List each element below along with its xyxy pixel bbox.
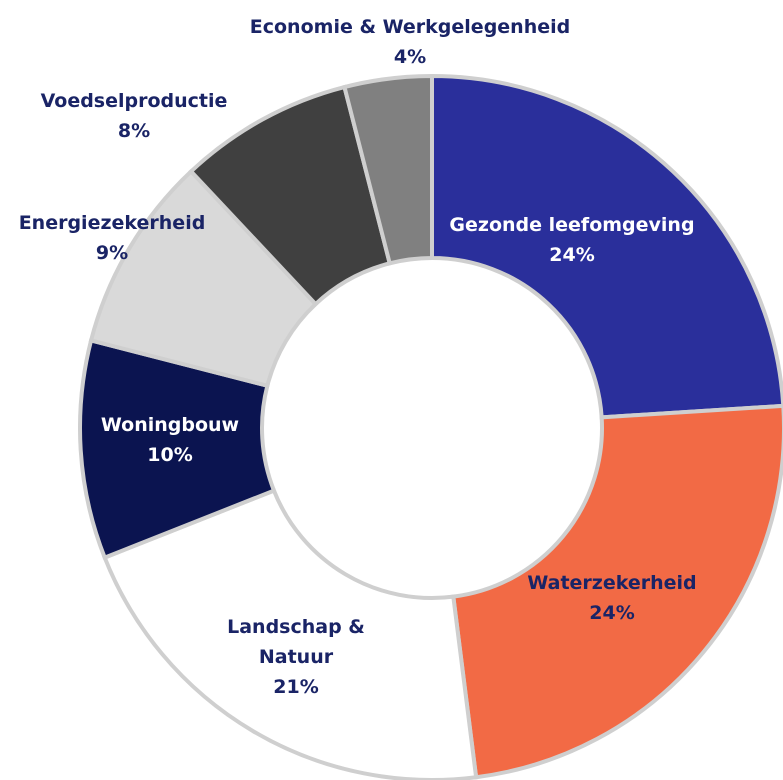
category-label: Energiezekerheid: [18, 212, 206, 234]
value-label: 10%: [147, 444, 193, 466]
slice-label: Energiezekerheid 9%: [2, 208, 222, 268]
category-label: Waterzekerheid: [527, 572, 697, 594]
slice-label: Woningbouw 10%: [70, 410, 270, 470]
value-label: 21%: [273, 676, 319, 698]
value-label: 8%: [117, 120, 151, 142]
slice: [78, 338, 277, 561]
value-label: 24%: [549, 244, 595, 266]
value-label: 24%: [589, 602, 635, 624]
slice-label: Economie & Werkgelegenheid 4%: [210, 12, 610, 72]
category-label: Landschap & Natuur: [227, 616, 365, 668]
category-label: Woningbouw: [100, 414, 240, 436]
slice-label: Gezonde leefomgeving 24%: [422, 210, 722, 270]
slice: [430, 73, 783, 420]
slice-label: Landschap & Natuur 21%: [221, 612, 371, 702]
slice: [451, 403, 783, 780]
slice-label: Waterzekerheid 24%: [462, 568, 762, 628]
slice: [342, 73, 434, 266]
category-label: Gezonde leefomgeving: [449, 214, 695, 236]
category-label: Economie & Werkgelegenheid: [249, 16, 571, 38]
value-label: 4%: [393, 46, 427, 68]
value-label: 9%: [95, 242, 129, 264]
category-label: Voedselproductie: [40, 90, 228, 112]
slice-label: Voedselproductie 8%: [24, 86, 244, 146]
slice: [102, 487, 479, 780]
